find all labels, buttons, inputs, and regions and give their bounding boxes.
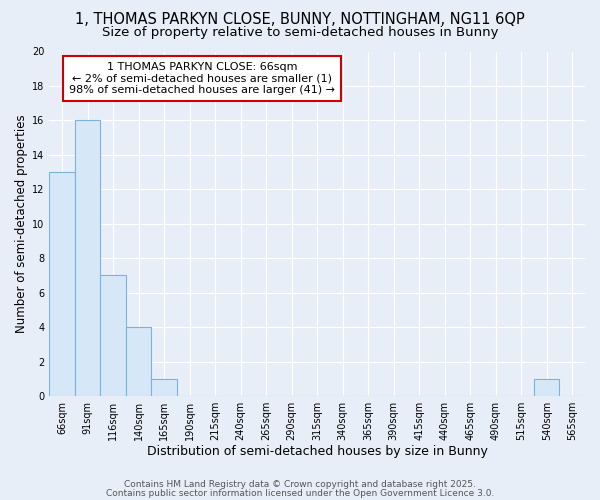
Text: 1 THOMAS PARKYN CLOSE: 66sqm
← 2% of semi-detached houses are smaller (1)
98% of: 1 THOMAS PARKYN CLOSE: 66sqm ← 2% of sem…	[69, 62, 335, 95]
Bar	[126, 327, 151, 396]
Y-axis label: Number of semi-detached properties: Number of semi-detached properties	[15, 114, 28, 333]
Bar	[534, 379, 559, 396]
Bar	[151, 379, 177, 396]
X-axis label: Distribution of semi-detached houses by size in Bunny: Distribution of semi-detached houses by …	[147, 444, 488, 458]
Text: Contains HM Land Registry data © Crown copyright and database right 2025.: Contains HM Land Registry data © Crown c…	[124, 480, 476, 489]
Text: Contains public sector information licensed under the Open Government Licence 3.: Contains public sector information licen…	[106, 488, 494, 498]
Text: Size of property relative to semi-detached houses in Bunny: Size of property relative to semi-detach…	[102, 26, 498, 39]
Text: 1, THOMAS PARKYN CLOSE, BUNNY, NOTTINGHAM, NG11 6QP: 1, THOMAS PARKYN CLOSE, BUNNY, NOTTINGHA…	[75, 12, 525, 28]
Bar	[49, 172, 75, 396]
Bar	[75, 120, 100, 396]
Bar	[100, 276, 126, 396]
